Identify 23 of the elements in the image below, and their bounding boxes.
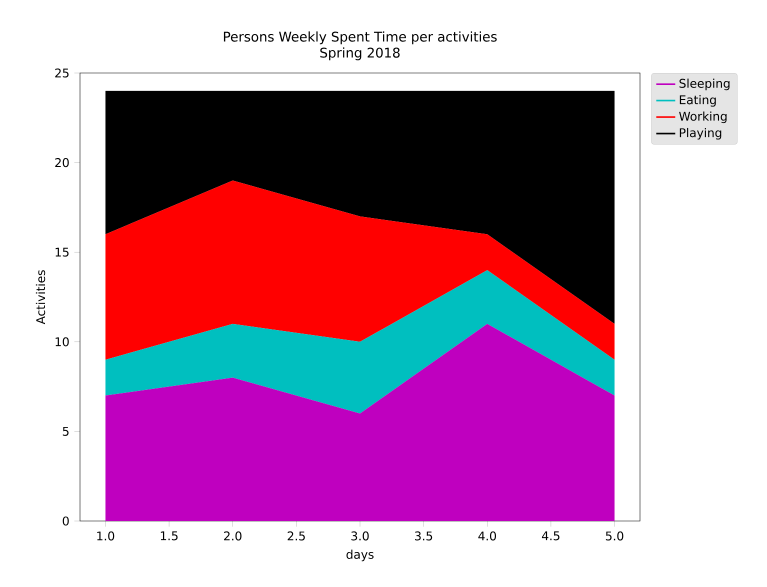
y-axis-title: Activities (36, 270, 46, 324)
x-tick-label: 4.0 (478, 531, 496, 540)
x-tick-label: 3.5 (415, 531, 432, 540)
legend-label: Working (679, 112, 727, 124)
x-axis-title: days (346, 550, 374, 562)
chart-title: Persons Weekly Spent Time per activities (224, 31, 497, 44)
y-tick-label: 20 (55, 158, 69, 168)
y-tick-label: 10 (56, 337, 69, 346)
chart-subtitle: Spring 2018 (320, 47, 400, 60)
x-tick-label: 1.0 (97, 531, 114, 540)
y-tick-label: 0 (62, 516, 69, 526)
legend-label: Sleeping (680, 78, 730, 90)
y-tick-label: 15 (56, 248, 69, 257)
x-tick-label: 2.5 (288, 531, 305, 540)
y-tick-label: 5 (62, 426, 69, 436)
x-tick-label: 1.5 (160, 531, 178, 540)
x-tick-label: 2.0 (224, 531, 242, 540)
x-tick-label: 4.5 (542, 531, 560, 540)
legend-label: Playing (680, 128, 722, 140)
legend-label: Eating (680, 95, 716, 107)
x-tick-label: 3.0 (351, 531, 369, 540)
y-tick-label: 25 (55, 68, 69, 78)
x-tick-label: 5.0 (606, 531, 624, 540)
